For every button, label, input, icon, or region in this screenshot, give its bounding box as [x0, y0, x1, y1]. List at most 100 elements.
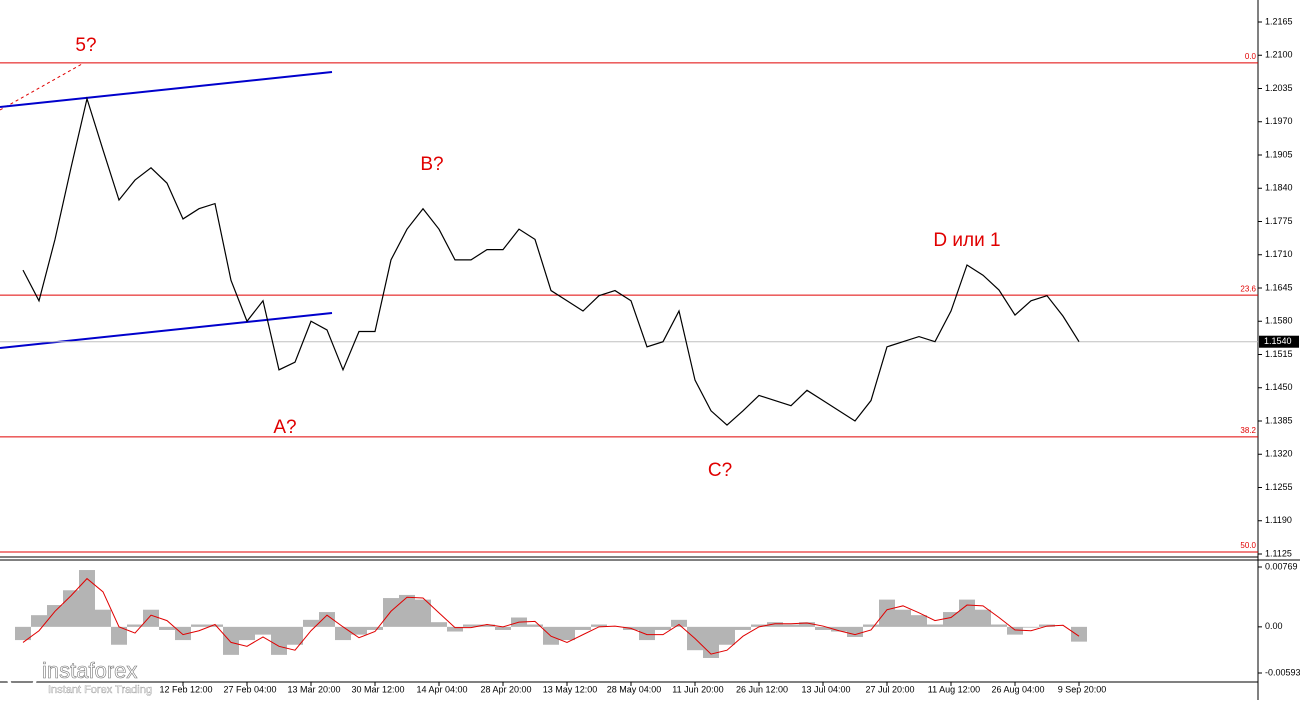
histogram-bar: [207, 624, 223, 627]
histogram-bar: [671, 619, 687, 627]
last-price-label: 1.1540: [1264, 336, 1292, 346]
histogram-bar: [367, 626, 383, 630]
x-tick-label: 11 Jun 20:00: [672, 684, 723, 694]
logo-icon: [6, 660, 38, 692]
trend-line: [0, 71, 333, 108]
wave-label: A?: [273, 417, 296, 438]
x-tick-label: 14 Apr 04:00: [416, 684, 467, 694]
histogram-bar: [95, 609, 111, 627]
histogram-bar: [847, 626, 863, 637]
histogram-bar: [911, 615, 927, 627]
histogram-bar: [271, 626, 287, 655]
histogram-bar: [991, 624, 1007, 627]
histogram-bar: [1023, 626, 1039, 628]
y-tick-label: 1.1775: [1265, 216, 1293, 226]
logo-name: instaforex: [42, 658, 137, 683]
histogram-bar: [863, 624, 879, 627]
x-tick-label: 9 Sep 20:00: [1058, 684, 1107, 694]
histogram-bar: [719, 626, 735, 645]
histogram-bar: [495, 626, 511, 630]
y-tick-label: 1.1580: [1265, 316, 1293, 326]
histogram-bar: [895, 609, 911, 627]
x-tick-label: 26 Jun 12:00: [736, 684, 788, 694]
x-tick-label: 28 May 04:00: [607, 684, 662, 694]
histogram-bar: [831, 626, 847, 632]
y-tick-label: 1.2035: [1265, 83, 1293, 93]
histogram-bar: [159, 626, 175, 630]
y-tick-label: 1.1840: [1265, 183, 1293, 193]
last-price-box: [1259, 335, 1299, 348]
histogram-bar: [527, 624, 543, 627]
histogram-bar: [431, 622, 447, 627]
y-tick-label: 1.2165: [1265, 16, 1293, 26]
histogram-bar: [335, 626, 351, 641]
histogram-bar: [399, 594, 415, 627]
wave-label: C?: [708, 460, 732, 481]
y-tick-label: 1.1970: [1265, 116, 1293, 126]
y-tick-label: -0.00593: [1265, 667, 1300, 677]
histogram-bar: [175, 626, 191, 641]
y-tick-label: 1.1255: [1265, 482, 1293, 492]
histogram-bar: [927, 624, 943, 627]
x-tick-label: 27 Feb 04:00: [223, 684, 276, 694]
wave-label: D или 1: [933, 230, 1000, 251]
histogram-bar: [79, 570, 95, 627]
histogram-bar: [703, 626, 719, 658]
logo: instaforex Instant Forex Trading: [6, 658, 152, 696]
histogram-bar: [383, 598, 399, 627]
y-tick-label: 1.1125: [1265, 548, 1292, 558]
price-line: [22, 96, 1080, 426]
dashed-line: [0, 63, 83, 111]
histogram-bar: [959, 599, 975, 627]
x-tick-label: 13 May 12:00: [543, 684, 598, 694]
y-tick-label: 0.00769: [1265, 561, 1298, 571]
histogram-bar: [303, 619, 319, 627]
x-tick-label: 11 Aug 12:00: [928, 684, 980, 694]
histogram-bar: [463, 624, 479, 627]
fib-label: 38.2: [1240, 426, 1256, 435]
histogram-bar: [127, 624, 143, 627]
x-tick-label: 27 Jul 20:00: [865, 684, 914, 694]
fib-label: 50.0: [1240, 541, 1256, 550]
histogram-bar: [191, 624, 207, 627]
y-tick-label: 1.1450: [1265, 382, 1293, 392]
logo-tagline: Instant Forex Trading: [48, 684, 152, 696]
histogram-bar: [815, 626, 831, 630]
histogram-bar: [655, 626, 671, 630]
y-tick-label: 1.2100: [1265, 50, 1293, 60]
y-tick-label: 1.1190: [1265, 515, 1292, 525]
histogram-bar: [223, 626, 239, 655]
histogram-bar: [319, 612, 335, 627]
histogram-bar: [799, 622, 815, 627]
histogram-bar: [575, 626, 591, 630]
histogram-bar: [751, 624, 767, 627]
signal-line: [22, 577, 1080, 655]
y-tick-label: 1.1385: [1265, 415, 1293, 425]
y-tick-label: 1.1320: [1265, 449, 1293, 459]
histogram-bar: [767, 622, 783, 627]
histogram-bar: [287, 626, 303, 645]
histogram-bar: [591, 624, 607, 627]
histogram-bar: [639, 626, 655, 641]
histogram-bar: [1007, 626, 1023, 635]
x-tick-label: 28 Apr 20:00: [480, 684, 531, 694]
fib-label: 0.0: [1245, 52, 1257, 61]
histogram-bar: [415, 599, 431, 627]
y-tick-label: 1.1515: [1265, 349, 1293, 359]
histogram-bar: [239, 626, 255, 641]
histogram-bar: [447, 626, 463, 632]
histogram-bar: [479, 624, 495, 627]
histogram-bar: [143, 609, 159, 627]
histogram-bar: [47, 605, 63, 627]
fib-label: 23.6: [1240, 284, 1256, 293]
histogram-bar: [351, 626, 367, 635]
histogram-bar: [975, 609, 991, 627]
y-tick-label: 0.00: [1265, 621, 1283, 631]
histogram-bar: [255, 626, 271, 635]
histogram-bar: [735, 626, 751, 630]
y-tick-label: 1.1905: [1265, 149, 1293, 159]
histogram-bar: [783, 624, 799, 627]
histogram-bar: [31, 615, 47, 627]
histogram-bar: [111, 626, 127, 645]
